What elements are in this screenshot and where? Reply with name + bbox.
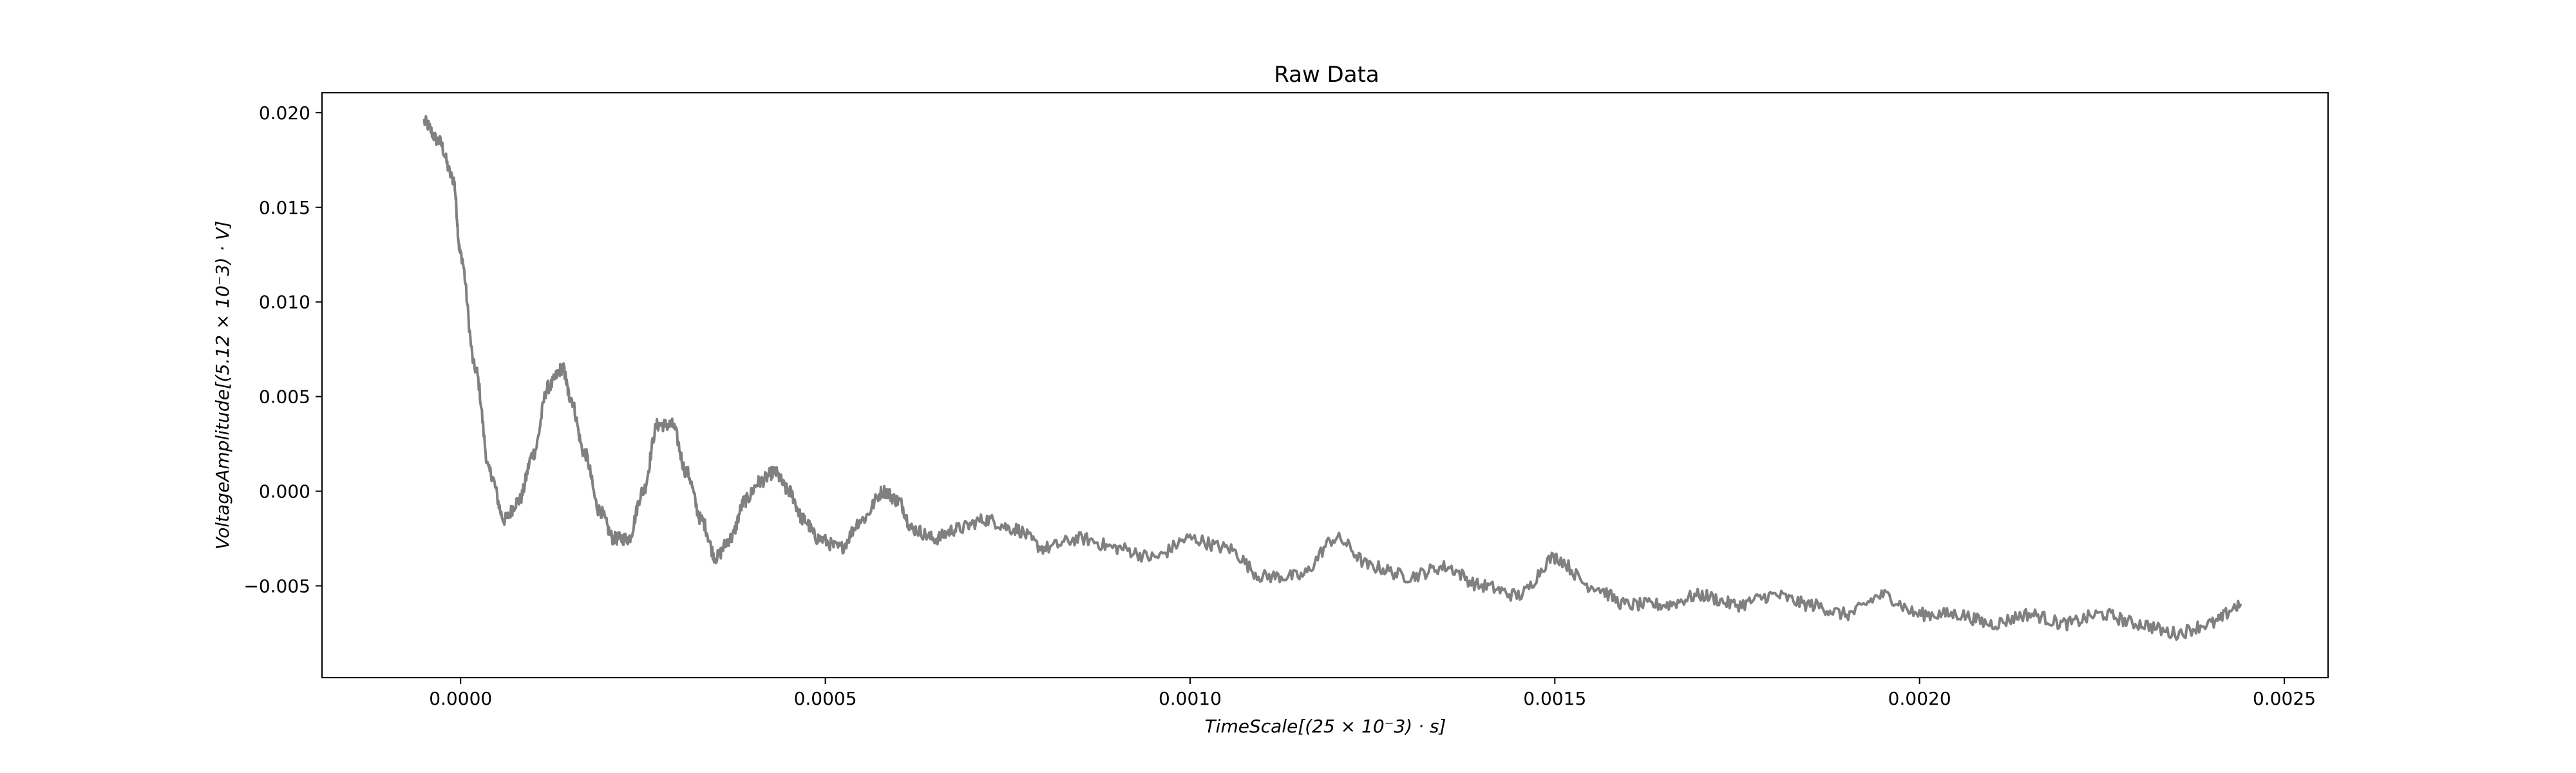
x-tick-label: 0.0015 [1523,688,1586,709]
y-tick-label: 0.000 [259,481,310,502]
y-tick-label: 0.010 [259,292,310,313]
y-tick-label: 0.005 [259,386,310,408]
x-axis: 0.0000 0.0005 0.0010 0.0015 0.0020 0.0025 [429,678,2316,709]
axes-frame [321,92,2329,678]
x-tick-label: 0.0025 [2253,688,2316,709]
y-tick-label: 0.015 [259,197,310,218]
series-line [422,115,2242,641]
y-tick-label: 0.020 [259,102,310,124]
x-axis-label: TimeScale[(25 × 10⁻3) · s] [1205,716,1446,737]
y-axis: −0.005 0.000 0.005 0.010 0.015 0.020 [243,102,322,596]
x-tick-label: 0.0000 [429,688,492,709]
y-tick-label: −0.005 [243,575,310,596]
chart-title: Raw Data [1274,62,1379,88]
x-tick-label: 0.0005 [794,688,857,709]
y-axis-label: VoltageAmplitude[(5.12 × 10⁻3) · V] [212,221,233,549]
x-tick-label: 0.0010 [1159,688,1222,709]
x-tick-label: 0.0020 [1888,688,1951,709]
